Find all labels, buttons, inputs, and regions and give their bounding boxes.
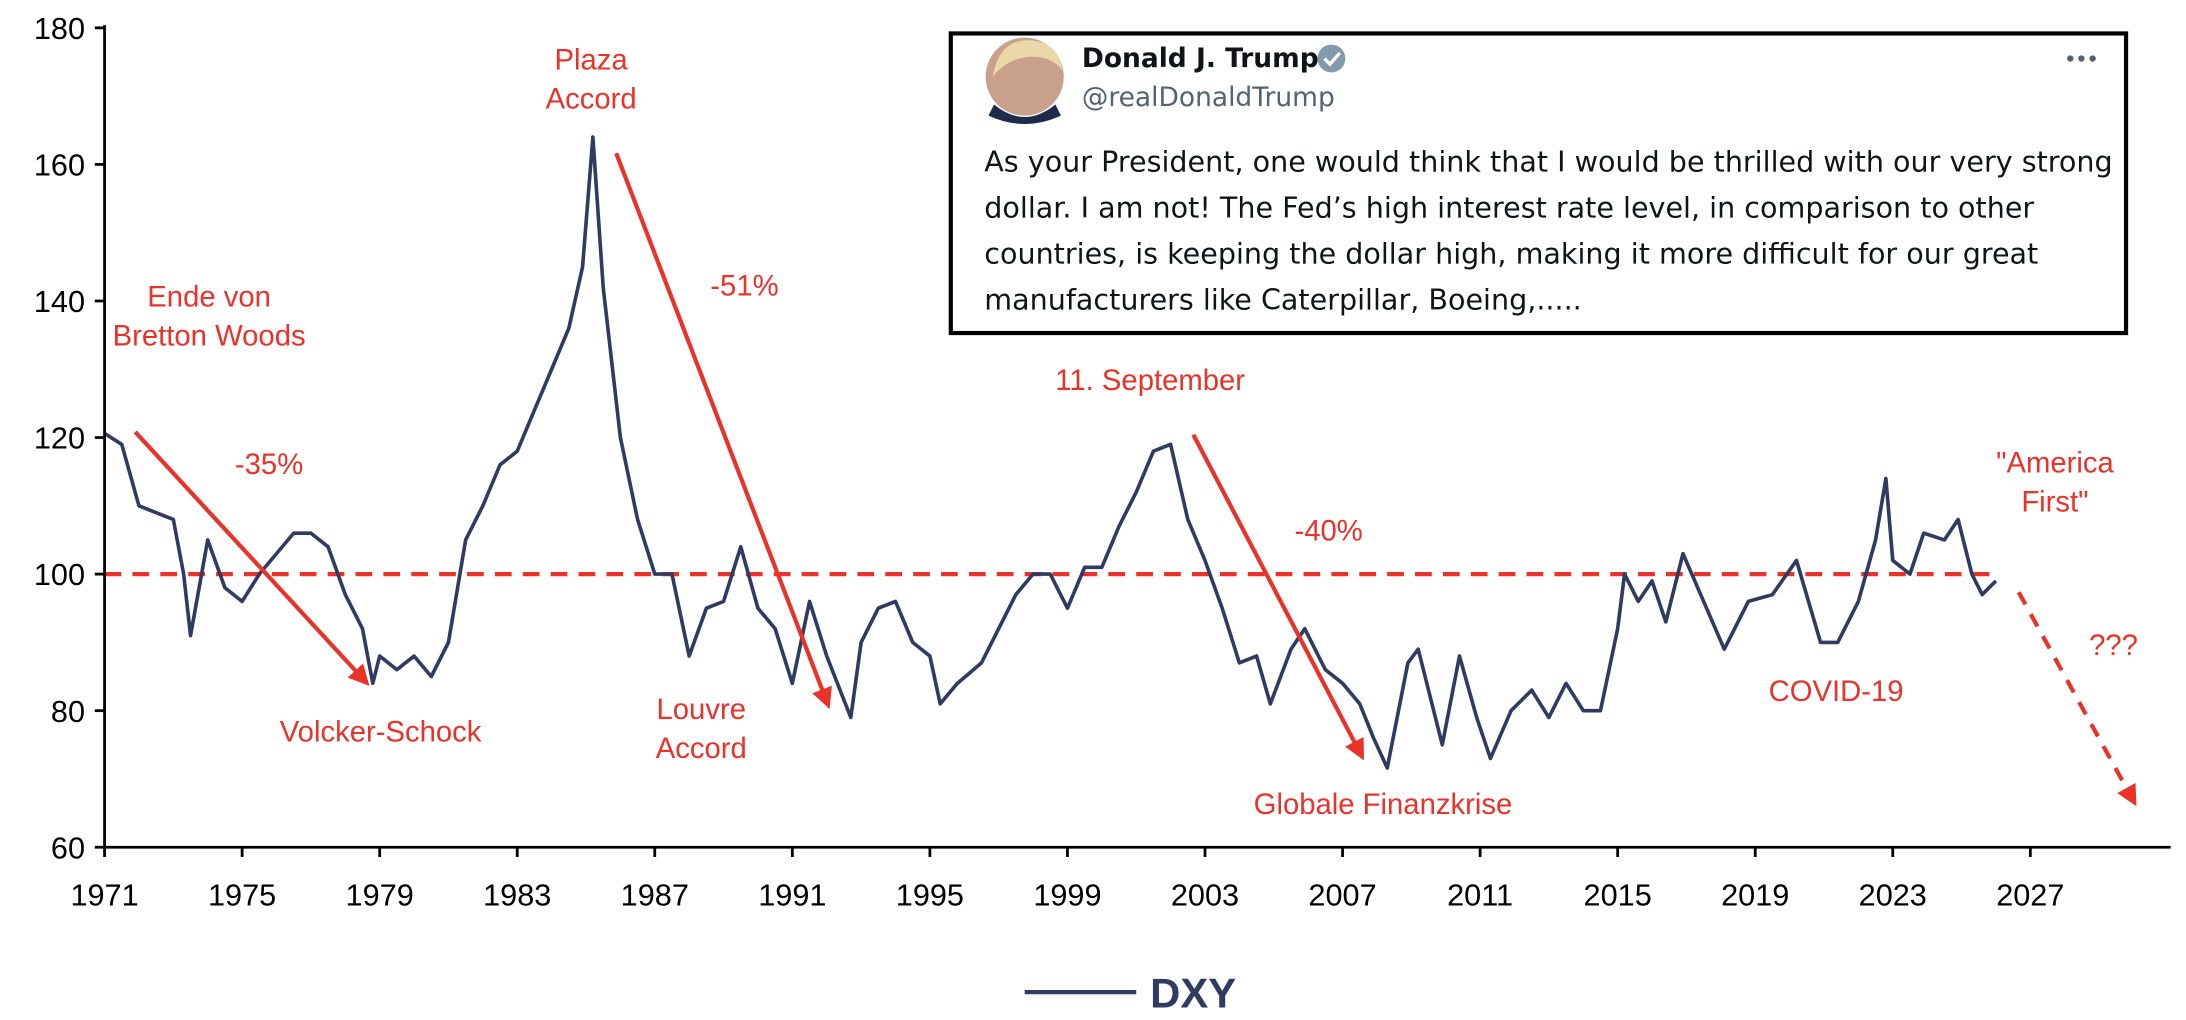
arrow bbox=[1191, 433, 1365, 761]
arrows bbox=[133, 152, 2137, 807]
x-tick-label: 1999 bbox=[1033, 879, 1101, 913]
tweet-body: As your President, one would think that … bbox=[984, 144, 2113, 317]
y-tick-label: 120 bbox=[34, 422, 85, 456]
annotation: Volcker-Schock bbox=[280, 716, 482, 748]
annotation: ??? bbox=[2089, 630, 2138, 662]
tweet-name: Donald J. Trump bbox=[1082, 43, 1319, 74]
verified-check bbox=[1323, 51, 1342, 67]
annotation: Plaza bbox=[555, 45, 629, 77]
annotation: -51% bbox=[710, 270, 778, 302]
y-tick-label: 140 bbox=[34, 285, 85, 319]
annotation: Louvre bbox=[657, 694, 746, 726]
tweet-text: As your President, one would think that … bbox=[984, 144, 2113, 317]
arrow bbox=[614, 152, 832, 709]
verified-badge bbox=[1317, 44, 1346, 73]
tweet-handle: @realDonaldTrump bbox=[1082, 82, 1335, 113]
legend-label: DXY bbox=[1150, 969, 1236, 1016]
annotation: "America bbox=[1996, 447, 2114, 479]
legend: DXY bbox=[1024, 969, 1236, 1016]
y-tick-label: 100 bbox=[34, 558, 85, 592]
annotation: First" bbox=[2021, 486, 2088, 518]
annotation: -35% bbox=[235, 449, 303, 481]
annotation: 11. September bbox=[1055, 365, 1245, 397]
tweet: Donald J. Trump @realDonaldTrump As your… bbox=[948, 31, 2129, 336]
x-tick-label: 1983 bbox=[483, 879, 551, 913]
x-tick-label: 2003 bbox=[1171, 879, 1239, 913]
x-tick-label: 2015 bbox=[1584, 879, 1652, 913]
more-menu[interactable] bbox=[2067, 55, 2096, 62]
arrow bbox=[133, 430, 370, 686]
y-tick-label: 180 bbox=[34, 12, 85, 46]
arrow-projection bbox=[2016, 591, 2137, 807]
annotation: Accord bbox=[656, 733, 747, 765]
y-tick-label: 160 bbox=[34, 149, 85, 183]
annotation: Globale Finanzkrise bbox=[1254, 789, 1513, 821]
annotation: Bretton Woods bbox=[113, 321, 306, 353]
avatar-suit bbox=[988, 104, 1061, 125]
y-tick-label: 60 bbox=[51, 831, 85, 865]
x-tick-label: 2019 bbox=[1721, 879, 1789, 913]
annotation: Ende von bbox=[147, 282, 271, 314]
annotation: -40% bbox=[1294, 516, 1362, 548]
series-line bbox=[103, 135, 1998, 770]
x-tick-label: 1987 bbox=[621, 879, 689, 913]
x-tick-label: 2027 bbox=[1996, 879, 2064, 913]
x-tick-label: 1991 bbox=[758, 879, 826, 913]
annotation: COVID-19 bbox=[1769, 676, 1904, 708]
annotation: Accord bbox=[546, 84, 637, 116]
y-tick-label: 80 bbox=[51, 695, 85, 729]
x-tick-label: 1975 bbox=[208, 879, 276, 913]
x-tick-label: 1995 bbox=[896, 879, 964, 913]
x-tick-label: 1971 bbox=[70, 879, 138, 913]
avatar-hair bbox=[992, 40, 1063, 77]
x-tick-label: 2023 bbox=[1859, 879, 1927, 913]
x-tick-label: 2011 bbox=[1447, 879, 1513, 913]
x-tick-label: 2007 bbox=[1308, 879, 1376, 913]
x-tick-label: 1979 bbox=[346, 879, 414, 913]
tweet-box bbox=[948, 31, 2129, 336]
